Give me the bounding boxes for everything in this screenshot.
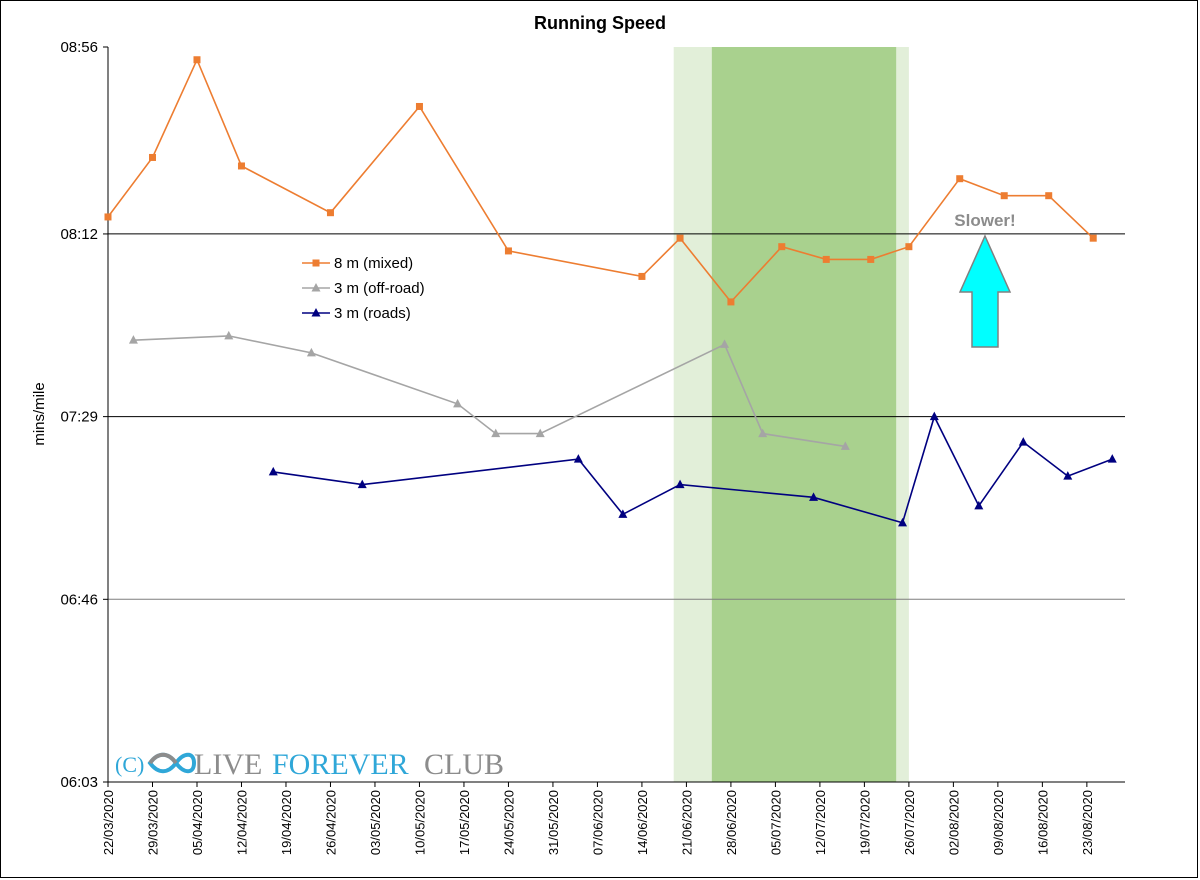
legend-label: 3 m (roads)	[334, 305, 411, 322]
legend: 8 m (mixed) 3 m (off-road) 3 m (roads)	[302, 255, 425, 322]
series-line	[107, 57, 1094, 304]
data-point	[535, 428, 545, 438]
y-axis-label: mins/mile	[31, 382, 48, 445]
x-tick-label: 23/08/2020	[1080, 790, 1095, 855]
x-tick-label: 12/07/2020	[813, 790, 828, 855]
slower-annotation: Slower!	[954, 211, 1016, 348]
data-point	[867, 255, 875, 263]
watermark-club: CLUB	[424, 748, 504, 781]
x-tick-label: 29/03/2020	[145, 790, 160, 855]
watermark-logo: (C) LIVE FOREVER CLUB	[115, 748, 504, 781]
x-tick-label: 19/07/2020	[857, 790, 872, 855]
x-tick-label: 19/04/2020	[279, 790, 294, 855]
series-0	[104, 56, 1097, 306]
data-point	[618, 509, 628, 518]
x-tick-label: 03/05/2020	[368, 790, 383, 855]
watermark-forever: FOREVER	[272, 748, 409, 781]
series-1	[128, 330, 850, 450]
data-point	[1107, 454, 1117, 463]
x-tick-label: 12/04/2020	[234, 790, 249, 855]
x-tick-label: 26/04/2020	[323, 790, 338, 855]
data-point	[905, 243, 913, 251]
legend-marker	[312, 259, 320, 267]
data-point	[1045, 192, 1053, 200]
x-tick-label: 05/04/2020	[190, 790, 205, 855]
data-point	[491, 428, 501, 438]
watermark-live: LIVE	[194, 748, 262, 781]
data-point	[675, 479, 685, 489]
series-2	[268, 411, 1117, 527]
tick-labels: 06:03 06:46 07:29 08:12 08:56 22/03/2020 29/03…	[60, 39, 1094, 855]
gridlines	[108, 233, 1125, 600]
data-point	[822, 255, 830, 263]
y-tick-label: 06:46	[60, 591, 98, 608]
data-point	[778, 243, 786, 251]
series-line	[273, 414, 1113, 524]
data-point	[1018, 437, 1028, 446]
data-point	[809, 492, 819, 501]
x-tick-label: 14/06/2020	[635, 790, 650, 855]
x-tick-label: 21/06/2020	[679, 790, 694, 855]
legend-label: 8 m (mixed)	[334, 255, 413, 272]
x-tick-label: 07/06/2020	[590, 790, 605, 855]
legend-label: 3 m (off-road)	[334, 280, 425, 297]
data-point	[148, 153, 156, 161]
x-tick-label: 24/05/2020	[501, 790, 516, 855]
data-point	[898, 517, 908, 527]
data-point	[676, 234, 684, 242]
shaded-period-1	[711, 47, 897, 782]
series-layer	[104, 56, 1117, 527]
data-point	[758, 428, 768, 438]
data-point	[720, 339, 730, 348]
data-point	[638, 272, 646, 280]
axes	[103, 46, 1125, 787]
data-point	[1000, 192, 1008, 200]
x-tick-label: 26/07/2020	[902, 790, 917, 855]
data-point	[193, 56, 201, 64]
data-point	[268, 466, 278, 476]
data-point	[128, 335, 138, 344]
y-tick-label: 08:56	[60, 39, 98, 56]
up-arrow-icon	[958, 234, 1012, 348]
x-tick-label: 05/07/2020	[768, 790, 783, 855]
x-tick-label: 22/03/2020	[101, 790, 116, 855]
data-point	[956, 175, 964, 183]
x-tick-label: 09/08/2020	[991, 790, 1006, 855]
data-point	[224, 330, 234, 340]
shaded-periods	[673, 47, 909, 782]
infinity-logo-icon	[147, 752, 197, 774]
data-point	[453, 398, 463, 408]
data-point	[1089, 234, 1097, 242]
data-point	[573, 454, 583, 463]
data-point	[326, 209, 334, 217]
y-tick-label: 08:12	[60, 226, 98, 243]
data-point	[840, 441, 850, 450]
x-tick-label: 31/05/2020	[546, 790, 561, 855]
data-point	[1063, 471, 1073, 480]
legend-marker	[311, 308, 321, 317]
x-tick-label: 17/05/2020	[457, 790, 472, 855]
x-tick-label: 02/08/2020	[946, 790, 961, 855]
x-tick-label: 10/05/2020	[412, 790, 427, 855]
data-point	[237, 162, 245, 170]
data-point	[929, 411, 939, 421]
data-point	[357, 479, 367, 489]
data-point	[504, 247, 512, 255]
legend-marker	[311, 283, 321, 292]
chart-title: Running Speed	[534, 13, 666, 33]
data-point	[974, 500, 984, 510]
x-tick-label: 16/08/2020	[1035, 790, 1050, 855]
data-point	[727, 298, 735, 306]
data-point	[104, 213, 112, 221]
watermark-copyright: (C)	[115, 752, 144, 777]
x-tick-label: 28/06/2020	[724, 790, 739, 855]
data-point	[306, 347, 316, 357]
slower-label: Slower!	[954, 211, 1015, 230]
data-point	[415, 102, 423, 110]
y-tick-label: 06:03	[60, 774, 98, 791]
y-tick-label: 07:29	[60, 409, 98, 426]
